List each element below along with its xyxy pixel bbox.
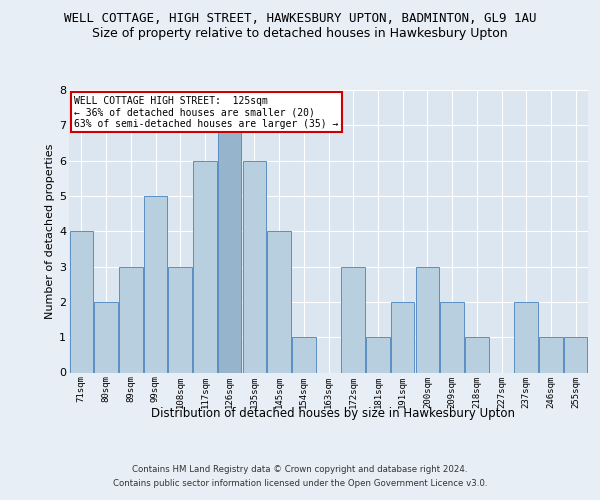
Bar — [70, 231, 93, 372]
Bar — [94, 302, 118, 372]
Text: Size of property relative to detached houses in Hawkesbury Upton: Size of property relative to detached ho… — [92, 28, 508, 40]
Text: Distribution of detached houses by size in Hawkesbury Upton: Distribution of detached houses by size … — [151, 408, 515, 420]
Text: Contains public sector information licensed under the Open Government Licence v3: Contains public sector information licen… — [113, 479, 487, 488]
Text: WELL COTTAGE, HIGH STREET, HAWKESBURY UPTON, BADMINTON, GL9 1AU: WELL COTTAGE, HIGH STREET, HAWKESBURY UP… — [64, 12, 536, 26]
Bar — [119, 266, 143, 372]
Bar — [564, 337, 587, 372]
Text: Contains HM Land Registry data © Crown copyright and database right 2024.: Contains HM Land Registry data © Crown c… — [132, 465, 468, 474]
Bar — [268, 231, 291, 372]
Bar — [169, 266, 192, 372]
Bar — [292, 337, 316, 372]
Text: WELL COTTAGE HIGH STREET:  125sqm
← 36% of detached houses are smaller (20)
63% : WELL COTTAGE HIGH STREET: 125sqm ← 36% o… — [74, 96, 338, 129]
Bar — [514, 302, 538, 372]
Bar — [416, 266, 439, 372]
Bar — [144, 196, 167, 372]
Bar — [341, 266, 365, 372]
Bar — [218, 126, 241, 372]
Bar — [391, 302, 415, 372]
Bar — [242, 160, 266, 372]
Y-axis label: Number of detached properties: Number of detached properties — [45, 144, 55, 319]
Bar — [193, 160, 217, 372]
Bar — [465, 337, 488, 372]
Bar — [366, 337, 389, 372]
Bar — [440, 302, 464, 372]
Bar — [539, 337, 563, 372]
